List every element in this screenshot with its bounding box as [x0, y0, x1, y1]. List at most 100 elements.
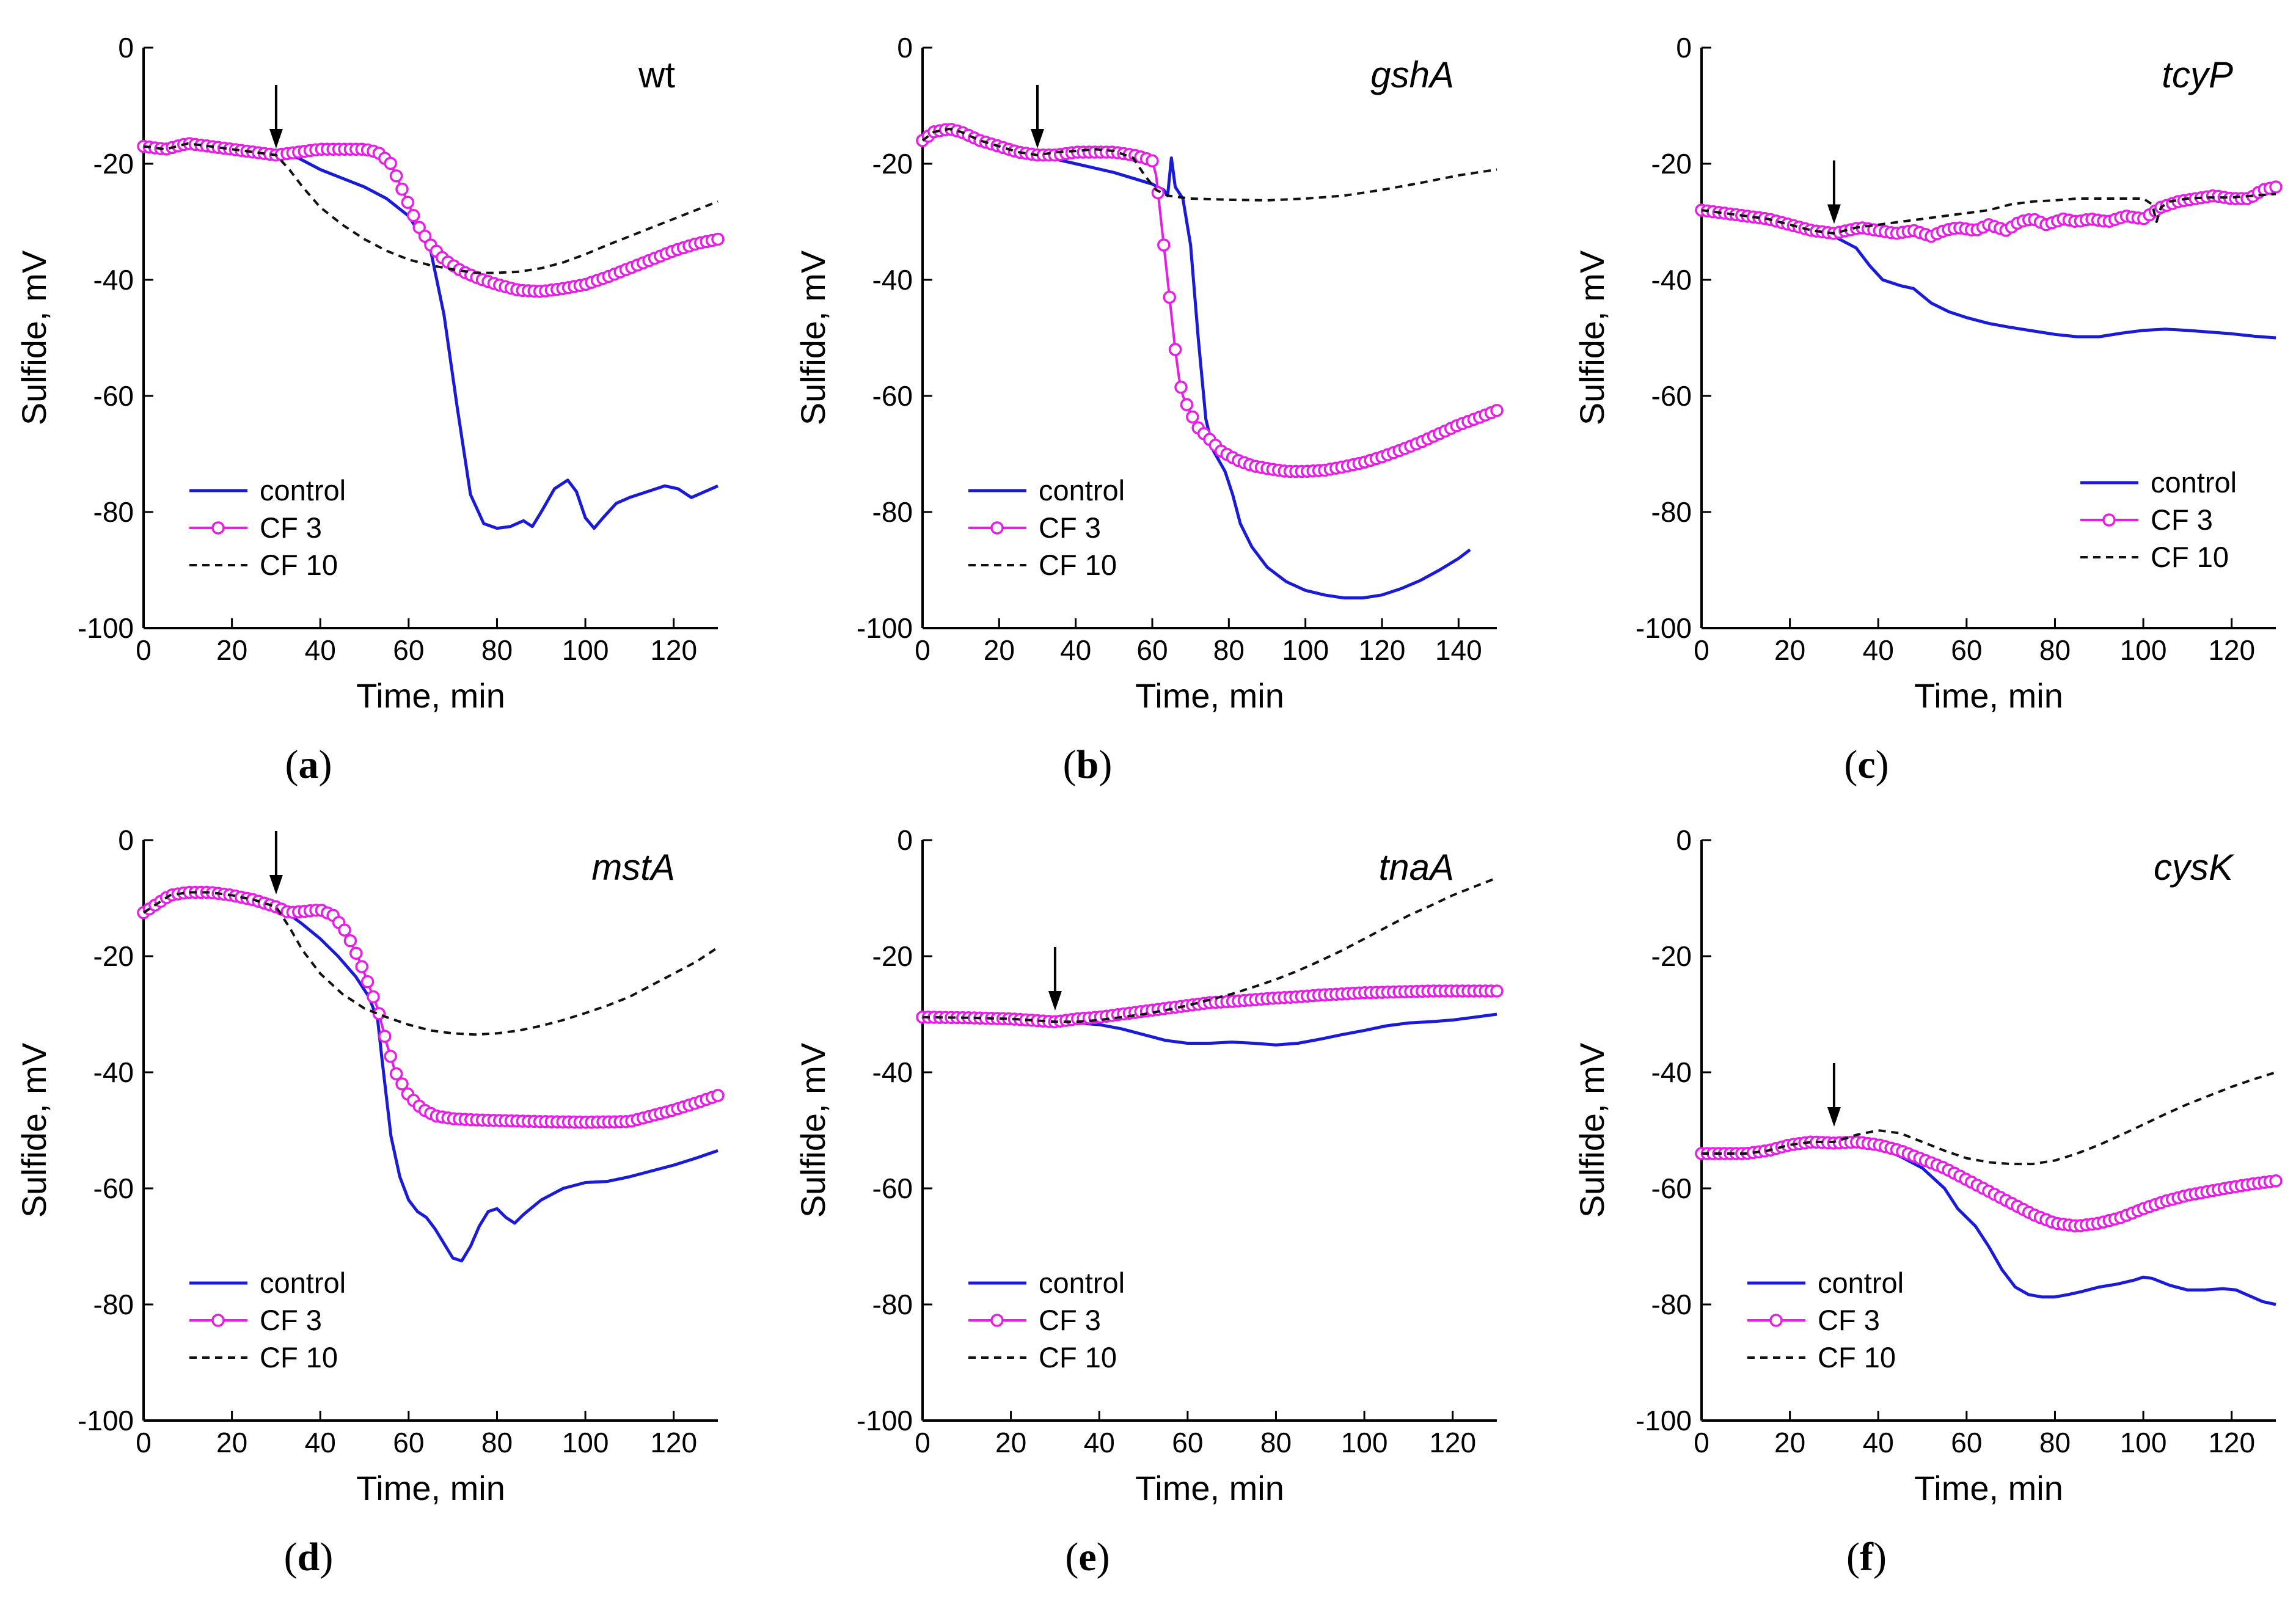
x-tick-label: 0	[136, 1427, 152, 1458]
panel-caption: (f)	[1846, 1535, 1887, 1579]
x-tick-label: 100	[1341, 1427, 1388, 1458]
legend-label: CF 3	[1039, 511, 1101, 544]
panel-title: tcyP	[2162, 54, 2233, 95]
y-tick-label: -40	[1651, 1056, 1692, 1088]
legend-label: CF 3	[260, 511, 322, 544]
x-tick-label: 120	[2208, 1427, 2255, 1458]
panel-title: cysK	[2154, 847, 2235, 888]
cf3-point	[1163, 290, 1176, 304]
y-tick-label: -60	[1651, 1172, 1692, 1204]
y-tick-label: -60	[872, 1172, 913, 1204]
x-tick-label: 0	[136, 634, 152, 666]
y-tick-label: 0	[118, 824, 134, 856]
x-tick-label: 20	[1774, 1427, 1805, 1458]
cf3-point	[711, 232, 725, 246]
series-line-cf-3	[142, 891, 718, 1124]
y-tick-label: -20	[1651, 940, 1692, 972]
y-tick-label: 0	[897, 32, 913, 64]
y-tick-label: -40	[872, 1056, 913, 1088]
x-tick-label: 100	[562, 1427, 609, 1458]
panel-title: mstA	[591, 847, 675, 888]
legend-marker	[990, 521, 1004, 535]
x-tick-label: 80	[481, 634, 513, 666]
cf3-point	[349, 946, 363, 960]
legend-label: CF 10	[1039, 549, 1117, 581]
y-tick-label: -100	[1636, 612, 1692, 644]
y-axis-title: Sulfide, mV	[1573, 1042, 1611, 1218]
legend-label: control	[1039, 1267, 1125, 1299]
y-tick-label: -80	[1651, 496, 1692, 528]
legend-label: CF 3	[1039, 1304, 1101, 1336]
series-line-cf-10	[1702, 1071, 2276, 1166]
panel-caption: (b)	[1063, 742, 1113, 787]
cf3-point	[418, 229, 432, 243]
legend-marker	[1769, 1314, 1783, 1327]
legend-label: CF 10	[260, 549, 338, 581]
series-line-cf-10	[142, 891, 719, 1036]
cf3-point	[1174, 381, 1188, 394]
x-tick-label: 40	[305, 634, 336, 666]
panel-e: 0 20 40 60 80 100 120 0 -20 -40 -60 -80 -100 Time, mi…	[794, 824, 1504, 1579]
panel-caption: (c)	[1844, 742, 1888, 787]
series-line-cf-3	[1702, 1141, 2276, 1227]
panel-a: 0 20 40 60 80 100 120 0 -20 -40 -60 -80 -100 Time, mi…	[15, 32, 725, 787]
legend-marker	[211, 521, 225, 535]
y-tick-label: -80	[872, 496, 913, 528]
x-tick-label: 120	[650, 634, 697, 666]
y-tick-label: -60	[872, 380, 913, 412]
y-axis-title: Sulfide, mV	[794, 250, 832, 425]
x-tick-label: 20	[984, 634, 1015, 666]
x-tick-label: 80	[1213, 634, 1245, 666]
legend-label: control	[2151, 466, 2237, 499]
y-axis-title: Sulfide, mV	[1573, 250, 1611, 425]
legend-label: CF 3	[2151, 503, 2213, 536]
cf3-point	[389, 1067, 403, 1081]
arrow-head	[1827, 204, 1841, 224]
cf3-point	[384, 1050, 397, 1063]
series-line-control	[143, 142, 719, 530]
x-tick-label: 20	[216, 1427, 247, 1458]
y-tick-label: 0	[1676, 32, 1692, 64]
cf3-point	[1146, 154, 1159, 168]
x-tick-label: 20	[995, 1427, 1026, 1458]
arrow-head	[269, 875, 283, 894]
y-tick-label: -80	[93, 1289, 134, 1320]
legend-label: control	[1039, 474, 1125, 507]
y-tick-label: -100	[78, 612, 134, 644]
y-tick-label: -40	[1651, 264, 1692, 296]
cf3-point	[395, 182, 409, 196]
x-tick-label: 100	[2120, 1427, 2167, 1458]
y-tick-label: -80	[872, 1289, 913, 1320]
cf3-point	[1180, 398, 1194, 412]
series-line-control	[142, 891, 718, 1263]
x-tick-label: 120	[2208, 634, 2255, 666]
y-tick-label: -40	[93, 264, 134, 296]
x-axis-title: Time, min	[1914, 676, 2063, 715]
y-tick-label: -20	[93, 148, 134, 180]
x-tick-label: 80	[2039, 1427, 2071, 1458]
x-axis-title: Time, min	[1135, 1469, 1284, 1507]
x-axis-title: Time, min	[356, 1469, 505, 1507]
x-axis-title: Time, min	[356, 676, 505, 715]
x-tick-label: 0	[1694, 1427, 1709, 1458]
cf3-point	[343, 934, 357, 948]
y-axis-title: Sulfide, mV	[794, 1042, 832, 1218]
y-tick-label: 0	[897, 824, 913, 856]
cf3-point	[1157, 238, 1171, 252]
cf3-point	[1168, 343, 1182, 356]
cf3-point	[389, 169, 403, 183]
y-tick-label: 0	[118, 32, 134, 64]
y-tick-label: -60	[93, 380, 134, 412]
cf3-point	[412, 221, 426, 234]
y-tick-label: -100	[1636, 1405, 1692, 1436]
legend-marker	[211, 1314, 225, 1327]
cf3-point	[2269, 1174, 2283, 1188]
legend-label: control	[260, 1267, 346, 1299]
legend-label: CF 10	[1818, 1341, 1896, 1373]
panel-c: 0 20 40 60 80 100 120 0 -20 -40 -60 -80 -100 Time, mi…	[1573, 32, 2283, 787]
x-tick-label: 60	[1951, 634, 1982, 666]
series-line-cf-10	[921, 128, 1497, 202]
x-tick-label: 60	[393, 1427, 424, 1458]
x-tick-label: 0	[915, 634, 930, 666]
cf3-point	[401, 196, 415, 209]
